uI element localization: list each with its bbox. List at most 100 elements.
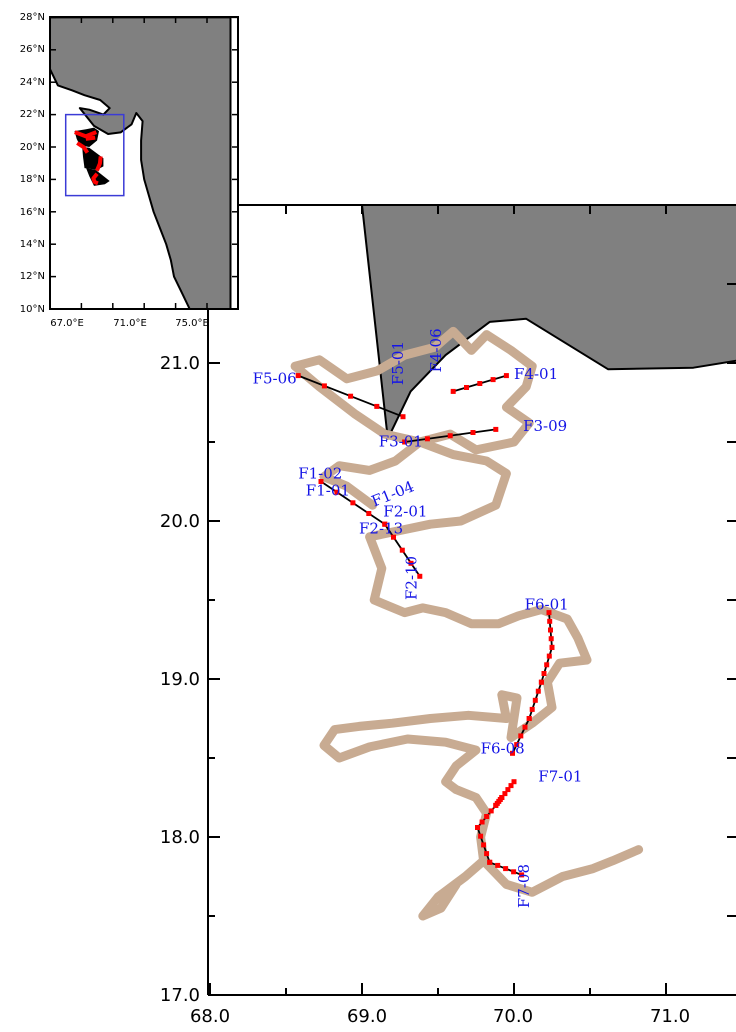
station-marker (318, 479, 324, 484)
station-marker (391, 534, 396, 540)
station-marker (544, 662, 550, 668)
station-label: F1-02 (298, 464, 342, 482)
station-label: F3-09 (523, 417, 567, 435)
station-label: F6-01 (525, 596, 569, 614)
station-marker (510, 750, 515, 756)
station-marker (475, 825, 480, 830)
station-marker (470, 430, 476, 435)
station-marker (487, 859, 493, 865)
inset-study-area-box (64, 113, 125, 197)
station-marker (503, 373, 509, 379)
station-marker (495, 862, 501, 868)
inset-lat-label: 18°N (20, 174, 45, 185)
inset-land-polygon (50, 17, 232, 309)
station-marker (366, 511, 372, 516)
station-label: F4-01 (514, 365, 558, 383)
station-marker (490, 377, 496, 383)
drifter-tracks (290, 326, 644, 921)
station-marker (511, 869, 517, 875)
station-marker (488, 808, 494, 814)
inset-station-line (74, 130, 98, 139)
main-map-ticks (208, 205, 736, 996)
y-tick-label: 20.0 (160, 511, 200, 532)
drifter-track (290, 326, 537, 455)
station-marker (484, 851, 490, 857)
x-tick-label: 70.0 (493, 1006, 533, 1027)
inset-lat-label: 24°N (20, 77, 45, 88)
x-tick-label: 69.0 (347, 1006, 387, 1027)
station-transects (295, 373, 555, 878)
station-marker (348, 393, 354, 399)
drifter-track (319, 710, 644, 897)
y-tick-label: 17.0 (160, 985, 200, 1006)
inset-lat-label: 10°N (20, 304, 45, 315)
station-marker (549, 644, 555, 650)
station-label: F7-08 (515, 864, 533, 908)
x-tick-label: 68.0 (190, 1006, 230, 1027)
station-marker (321, 383, 327, 389)
station-marker (546, 610, 552, 616)
main-map: F5-06 F5-01 F3-01 F3-09 F4-06 F4-01 F1-02F1-01… (160, 204, 736, 1027)
inset-map: 28°N 26°N 24°N 22°N 20°N 18°N 16°N 14°N … (20, 12, 239, 329)
station-marker (526, 716, 532, 721)
main-land-polygon (361, 205, 736, 440)
station-marker (374, 403, 380, 409)
station-marker (382, 521, 388, 527)
station-marker (502, 791, 508, 797)
station-label: F1-01 (306, 482, 350, 500)
station-label: F2-10 (403, 556, 421, 600)
station-marker (535, 688, 541, 694)
station-marker (522, 724, 528, 730)
inset-lat-label: 12°N (20, 271, 45, 282)
station-marker (511, 779, 517, 785)
station-marker (548, 636, 554, 642)
inset-lat-label: 14°N (20, 239, 45, 250)
drifter-track (365, 437, 592, 742)
station-marker (479, 819, 485, 825)
y-tick-label: 19.0 (160, 669, 200, 690)
inset-lat-label: 28°N (20, 12, 45, 23)
station-marker (493, 802, 499, 808)
station-label: F7-01 (538, 768, 582, 786)
station-marker (547, 618, 553, 624)
x-tick-label: 71.0 (650, 1006, 690, 1027)
inset-station-line (91, 172, 99, 186)
station-marker (493, 426, 499, 432)
inset-station-line (76, 141, 90, 154)
station-marker (529, 706, 535, 712)
y-tick-label: 18.0 (160, 827, 200, 848)
station-marker (408, 560, 414, 566)
inset-lat-label: 26°N (20, 44, 45, 55)
station-marker (334, 489, 340, 495)
station-marker (484, 814, 490, 819)
station-marker (508, 783, 514, 789)
station-marker (478, 833, 484, 839)
station-marker (505, 787, 511, 793)
inset-track-area (86, 168, 110, 186)
station-label: F2-13 (359, 520, 403, 538)
station-marker (546, 653, 552, 659)
station-marker (503, 866, 509, 872)
station-label: F4-06 (427, 328, 445, 372)
station-marker (400, 414, 406, 420)
station-marker (519, 872, 525, 878)
station-marker (477, 381, 483, 386)
station-marker (402, 439, 408, 445)
station-label: F6-08 (481, 739, 525, 757)
inset-station-marks (74, 130, 103, 186)
station-marker (399, 547, 405, 553)
station-marker (541, 671, 547, 676)
inset-lon-label: 75.0°E (175, 318, 209, 329)
y-tick-label: 21.0 (160, 353, 200, 374)
inset-lon-label: 71.0°E (113, 318, 147, 329)
station-marker (450, 388, 456, 394)
station-marker (518, 733, 524, 739)
station-marker (548, 627, 553, 633)
inset-lat-label: 22°N (20, 109, 45, 120)
station-marker (514, 742, 520, 748)
station-marker (295, 373, 301, 379)
inset-station-line (95, 156, 103, 172)
station-label: F2-01 (383, 502, 427, 520)
station-marker (532, 697, 538, 703)
